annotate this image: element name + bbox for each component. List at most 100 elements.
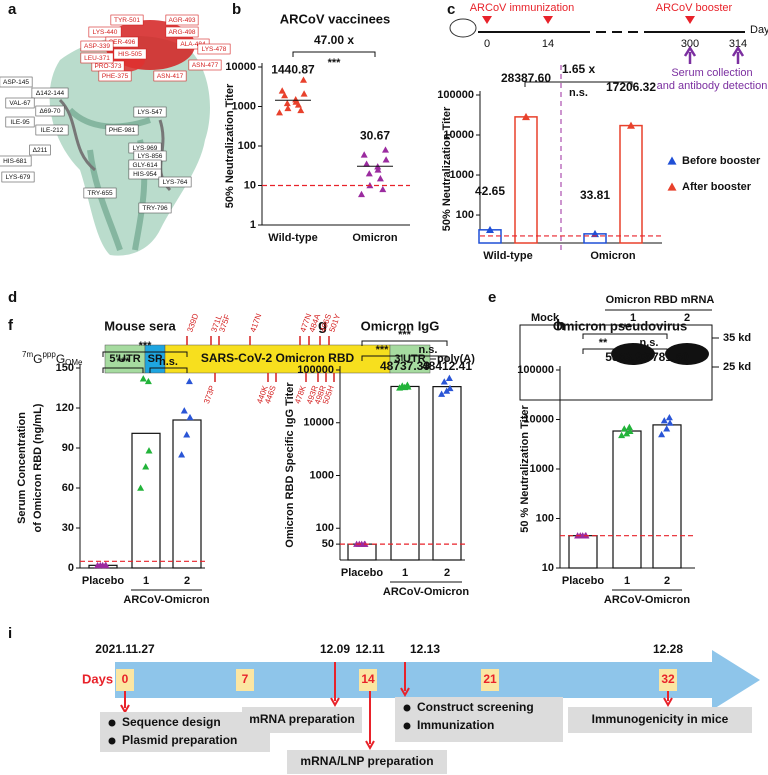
blot-band (665, 343, 709, 365)
mutation-label: 339D (185, 312, 200, 333)
panel-letter: e (488, 289, 496, 306)
residue-label: LYS-969 (133, 145, 158, 152)
step-arrow (400, 662, 410, 698)
residue-label: VAL-67 (9, 100, 31, 107)
chart-title: Omicron IgG (361, 318, 440, 333)
day-marker (659, 669, 677, 691)
chart-title: ARCoV vaccinees (280, 11, 391, 26)
y-tick-label: 100 (536, 512, 554, 524)
cap-structure: 7mGpppGOMe (22, 350, 83, 367)
y-tick-label: 1000 (310, 469, 334, 481)
bullet (403, 722, 411, 730)
step-label: Immunization (417, 718, 494, 732)
residue-label: LYS-764 (163, 179, 188, 186)
lane-label: 1 (630, 312, 636, 324)
step-box (100, 712, 270, 752)
mean-label: 1440.87 (271, 62, 315, 76)
residue-box (35, 105, 65, 117)
data-point (283, 99, 291, 107)
value-label: 5853.93 (605, 350, 649, 364)
y-tick-label: 100000 (437, 89, 474, 101)
timeline-unit: Days (82, 671, 113, 686)
legend-label: Before booster (682, 155, 761, 167)
y-tick-label: 150 (56, 362, 74, 374)
marker-label: 35 kd (723, 332, 751, 344)
residue-box (29, 144, 51, 156)
data-point (137, 484, 145, 491)
timeline-arrow (115, 650, 760, 710)
residue-label: PRO-373 (94, 63, 121, 70)
x-tick-label: 1 (143, 575, 149, 587)
step-label: Sequence design (122, 715, 221, 729)
residue-box (153, 70, 187, 82)
step-arrow (365, 691, 375, 751)
data-point (185, 377, 193, 385)
y-tick-label: 10000 (225, 61, 256, 73)
significance-label: n.s. (159, 356, 178, 368)
value-label: 17206.32 (606, 80, 656, 94)
bar-marker (522, 112, 530, 121)
residue-box (98, 70, 132, 82)
residue-box (138, 202, 172, 214)
significance-bracket (102, 351, 188, 357)
bar (172, 419, 202, 569)
construct-label: 5'UTR (109, 353, 140, 365)
data-point (180, 407, 188, 414)
timeline-day: 32 (661, 672, 675, 686)
value-label: 48737.39 (380, 359, 430, 373)
bar (652, 424, 682, 569)
residue-box (113, 48, 147, 60)
significance-bracket (582, 348, 624, 354)
residue-label: LYS-547 (138, 109, 163, 116)
group-label: ARCoV-Omicron (604, 594, 690, 606)
significance-bracket (361, 340, 448, 346)
day-marker (236, 669, 254, 691)
legend-marker (667, 182, 677, 191)
y-tick-label: 100000 (297, 364, 334, 376)
significance-bracket (582, 333, 668, 339)
data-point (660, 417, 668, 424)
step-box (287, 750, 447, 774)
construct-element (164, 344, 391, 374)
x-tick-label: Placebo (562, 575, 604, 587)
data-point (99, 561, 107, 569)
data-point (365, 170, 373, 177)
step-label: mRNA preparation (249, 712, 355, 726)
y-tick-label: 0 (68, 562, 74, 574)
residue-box (105, 124, 139, 136)
residue-box (35, 124, 69, 136)
significance-label: *** (328, 57, 342, 69)
panel-letter: b (232, 1, 241, 18)
step-box (568, 707, 752, 733)
significance-label: *** (139, 340, 153, 352)
cap-part: ppp (42, 350, 56, 359)
residue-label: ILE-212 (41, 127, 64, 134)
x-tick-label: 2 (184, 575, 190, 587)
significance-label: *** (398, 329, 412, 341)
y-axis-label: Serum Concentration (16, 412, 28, 524)
residue-box (165, 14, 199, 26)
data-point (579, 532, 587, 539)
data-point (401, 383, 409, 391)
x-tick-label: 1 (624, 575, 630, 587)
schedule-note: and antibody detection (657, 80, 768, 92)
data-point (446, 384, 454, 392)
residue-box (0, 76, 33, 88)
data-point (445, 374, 453, 381)
timeline-day: 0 (122, 672, 129, 686)
significance-label: n.s. (640, 337, 659, 349)
residue-label: HIS-954 (133, 171, 157, 178)
collect-arrow (683, 45, 697, 64)
panel-letter: c (447, 1, 455, 18)
data-point (382, 156, 390, 163)
data-point (186, 413, 194, 421)
fold-change: 1.65 x (562, 62, 596, 76)
data-point (139, 375, 147, 382)
timeline-day: 21 (483, 672, 497, 686)
x-tick-label: Omicron (352, 232, 398, 244)
data-point (623, 430, 631, 437)
x-tick-label: Placebo (341, 567, 383, 579)
cap-part: G (56, 352, 65, 366)
residue-label: ASN-417 (157, 73, 184, 80)
